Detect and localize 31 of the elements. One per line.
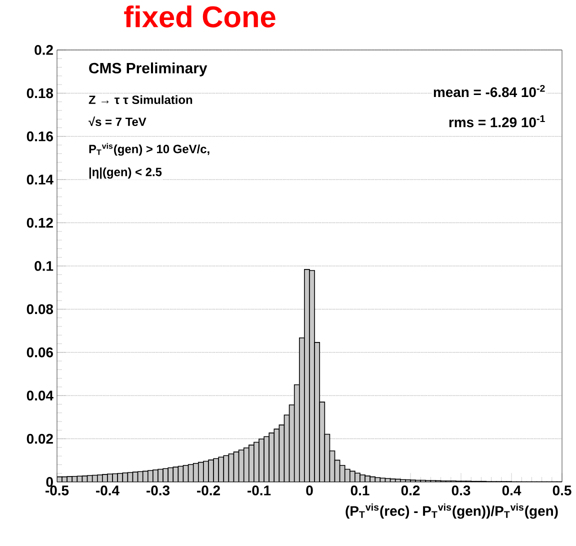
y-tick-label: 0	[46, 477, 53, 487]
x-tick-label: -0.2	[197, 485, 220, 496]
y-tick-label: 0.1	[34, 261, 54, 271]
chart-title: fixed Cone	[124, 6, 276, 28]
annotation: rms = 1.29 10$^{-1}$	[449, 115, 545, 128]
annotation: Z → τ τ Simulation	[88, 95, 192, 104]
y-tick-label: 0.18	[26, 88, 54, 98]
x-tick-label: 0.1	[350, 485, 370, 496]
x-tick-label: -0.4	[96, 485, 120, 496]
x-tick-label: -0.5	[46, 485, 69, 496]
x-tick-label: 0.5	[552, 485, 572, 496]
annotation: √s = 7 TeV	[88, 116, 146, 126]
text: (P$_{T}$$^{vis}$(rec) - P$_{T}$$^{vis}$(gen))/P$_{T}$$^{vis}$(gen)	[346, 504, 558, 519]
y-tick-label: 0.12	[26, 218, 53, 228]
x-tick-label: 0.2	[401, 485, 420, 496]
x-tick-label: -0.3	[146, 485, 170, 496]
x-tick-label: 0.4	[502, 485, 522, 496]
y-tick-label: 0.04	[26, 390, 54, 401]
y-tick-label: 0.14	[26, 174, 54, 185]
y-tick-label: 0.16	[26, 131, 53, 142]
x-tick-label: 0	[306, 485, 313, 496]
y-tick-label: 0.06	[26, 347, 53, 358]
y-tick-label: 0.08	[26, 304, 54, 314]
x-tick-label: -0.1	[248, 485, 271, 496]
annotation: CMS Preliminary	[89, 62, 208, 76]
annotation: P$_{T}$$^{vis}$(gen) > 10 GeV/c,	[89, 143, 210, 156]
annotation: |η|(gen) < 2.5	[89, 167, 162, 179]
x-tick-label: 0.3	[452, 485, 470, 496]
annotation: mean = -6.84 10$^{-2}$	[434, 84, 545, 98]
y-tick-label: 0.02	[26, 434, 53, 444]
y-tick-label: 0.2	[34, 45, 53, 55]
